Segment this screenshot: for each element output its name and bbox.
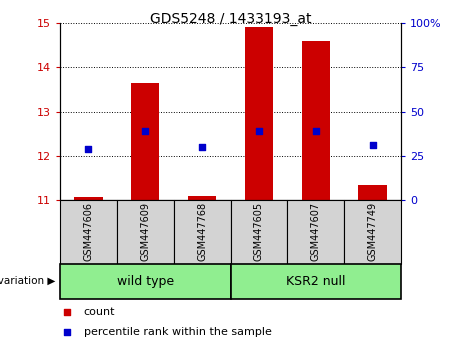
- Bar: [60, 200, 117, 264]
- Text: wild type: wild type: [117, 275, 174, 288]
- Point: [63, 309, 71, 315]
- Text: KSR2 null: KSR2 null: [286, 275, 346, 288]
- Point: [255, 129, 263, 134]
- Point: [85, 146, 92, 152]
- Point: [198, 144, 206, 150]
- Text: genotype/variation ▶: genotype/variation ▶: [0, 276, 55, 286]
- Bar: [174, 200, 230, 264]
- Text: GSM447768: GSM447768: [197, 202, 207, 262]
- Text: count: count: [84, 307, 115, 318]
- Text: GSM447606: GSM447606: [83, 202, 94, 261]
- Text: GSM447749: GSM447749: [367, 202, 378, 262]
- Bar: [301, 41, 330, 200]
- Bar: [131, 83, 160, 200]
- Text: GSM447607: GSM447607: [311, 202, 321, 262]
- Point: [142, 129, 149, 134]
- Bar: [358, 184, 387, 200]
- Point: [63, 329, 71, 335]
- Point: [369, 142, 376, 148]
- Point: [312, 129, 319, 134]
- Text: GSM447609: GSM447609: [140, 202, 150, 261]
- Bar: [188, 195, 216, 200]
- Text: GDS5248 / 1433193_at: GDS5248 / 1433193_at: [150, 12, 311, 27]
- Bar: [74, 197, 102, 200]
- Text: GSM447605: GSM447605: [254, 202, 264, 262]
- Text: percentile rank within the sample: percentile rank within the sample: [84, 327, 272, 337]
- Bar: [60, 264, 230, 299]
- Bar: [287, 200, 344, 264]
- Bar: [230, 264, 401, 299]
- Bar: [230, 200, 287, 264]
- Bar: [117, 200, 174, 264]
- Bar: [344, 200, 401, 264]
- Bar: [245, 27, 273, 200]
